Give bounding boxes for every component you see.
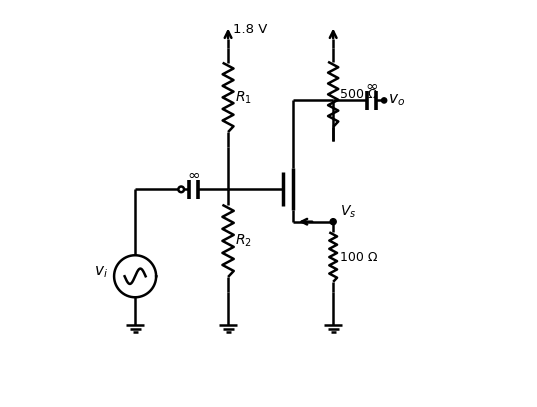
Text: $R_1$: $R_1$ xyxy=(235,89,252,105)
Text: ∞: ∞ xyxy=(187,168,200,183)
Text: 500 Ω: 500 Ω xyxy=(340,88,378,101)
Text: $R_2$: $R_2$ xyxy=(235,233,252,249)
Text: ∞: ∞ xyxy=(365,79,378,94)
Text: $v_o$: $v_o$ xyxy=(388,92,405,108)
Circle shape xyxy=(330,219,336,225)
Text: $V_s$: $V_s$ xyxy=(340,203,357,220)
Circle shape xyxy=(381,98,387,103)
Text: $v_i$: $v_i$ xyxy=(94,265,108,280)
Text: 100 Ω: 100 Ω xyxy=(340,251,378,264)
Text: 1.8 V: 1.8 V xyxy=(233,23,267,36)
